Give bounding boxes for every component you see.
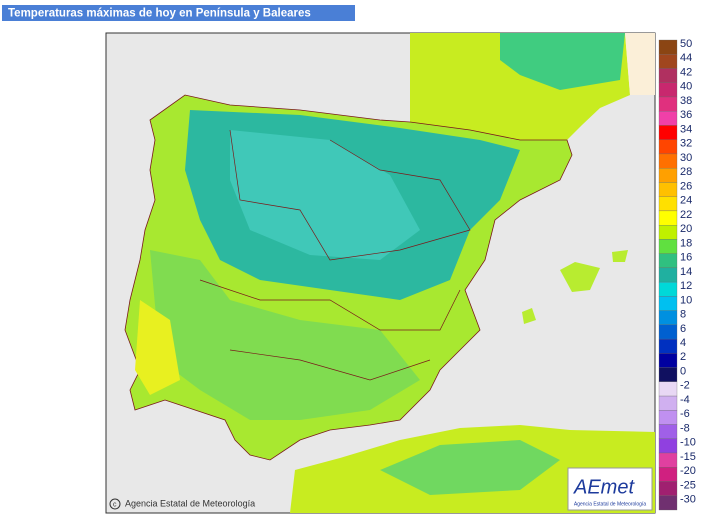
title: Temperaturas máximas de hoy en Península…: [8, 8, 311, 20]
legend-label: 30: [680, 152, 692, 164]
no-data: [625, 33, 655, 95]
border: [199, 279, 461, 331]
legend-label: 40: [680, 81, 692, 93]
legend-label: 10: [680, 294, 692, 306]
mallorca: [560, 262, 600, 292]
legend-swatch: [658, 125, 678, 140]
legend-label: 12: [680, 280, 692, 292]
border: [229, 129, 471, 261]
cool-core: [230, 130, 420, 260]
legend-swatch: [658, 225, 678, 240]
legend-label: -30: [680, 494, 696, 506]
legend-label: -8: [680, 422, 690, 434]
legend-swatch: [658, 310, 678, 325]
legend-label: 0: [680, 365, 686, 377]
map: c Agencia Estatal de Meteorología AEmet …: [105, 32, 656, 514]
legend-label: 6: [680, 323, 686, 335]
legend-swatch: [658, 338, 678, 354]
legend-swatch: [658, 111, 678, 126]
credit: Agencia Estatal de Meteorología: [125, 498, 255, 508]
legend-swatch: [658, 68, 678, 83]
legend-label: 16: [680, 252, 692, 264]
legend-swatch: [658, 438, 678, 454]
legend-label: 34: [680, 123, 692, 135]
logo-name: AEmet: [573, 476, 635, 498]
portugal-warm: [135, 300, 180, 395]
legend-label: 44: [680, 52, 692, 64]
legend-swatch: [658, 410, 678, 425]
legend-swatch: [658, 481, 678, 496]
south-zone: [150, 250, 420, 420]
legend-swatch: [658, 210, 678, 226]
legend-label: 26: [680, 180, 692, 192]
menorca: [612, 250, 628, 262]
copyright-icon: [109, 498, 121, 510]
legend-swatch: [658, 324, 678, 340]
legend-swatch: [658, 424, 678, 439]
legend-label: 4: [680, 337, 686, 349]
legend-label: 24: [680, 195, 692, 207]
legend-swatch: [658, 353, 678, 368]
legend-label: -10: [680, 437, 696, 449]
legend-swatch: [658, 395, 678, 411]
logo-subtitle: Agencia Estatal de Meteorología: [574, 501, 646, 507]
legend-label: -15: [680, 451, 696, 463]
legend-label: -20: [680, 465, 696, 477]
legend-swatch: [658, 239, 678, 254]
legend-label: -25: [680, 479, 696, 491]
legend-swatch: [658, 281, 678, 297]
legend-label: 20: [680, 223, 692, 235]
legend-swatch: [658, 196, 678, 212]
legend-swatch: [658, 153, 678, 169]
legend-swatch: [658, 267, 678, 283]
legend-label: 22: [680, 209, 692, 221]
copyright-c: c: [113, 501, 117, 508]
legend-label: 2: [680, 351, 686, 363]
ibiza: [522, 308, 536, 324]
legend-label: 36: [680, 109, 692, 121]
legend-swatch: [658, 182, 678, 197]
legend-label: 28: [680, 166, 692, 178]
legend-label: 38: [680, 95, 692, 107]
legend-swatch: [658, 452, 678, 468]
legend-label: -2: [680, 380, 690, 392]
legend: 5044424038363432302826242220181614121086…: [658, 38, 696, 511]
legend-swatch: [658, 253, 678, 269]
legend-swatch: [658, 139, 678, 155]
legend-label: -4: [680, 394, 690, 406]
legend-swatch: [658, 367, 678, 382]
legend-swatch: [658, 168, 678, 183]
border: [229, 349, 431, 381]
legend-swatch: [658, 39, 678, 55]
legend-label: -6: [680, 408, 690, 420]
legend-label: 18: [680, 237, 692, 249]
legend-swatch: [658, 82, 678, 98]
title-bar: [2, 5, 355, 21]
legend-swatch: [658, 381, 678, 397]
legend-label: 14: [680, 266, 692, 278]
legend-label: 50: [680, 38, 692, 50]
legend-swatch: [658, 296, 678, 311]
legend-swatch: [658, 54, 678, 69]
legend-swatch: [658, 96, 678, 112]
legend-label: 42: [680, 66, 692, 78]
africa-mountains: [380, 440, 560, 495]
france-mountains: [500, 33, 625, 90]
legend-label: 8: [680, 309, 686, 321]
legend-swatch: [658, 495, 678, 511]
legend-swatch: [658, 467, 678, 482]
legend-label: 32: [680, 138, 692, 150]
logo-box: [567, 467, 653, 511]
